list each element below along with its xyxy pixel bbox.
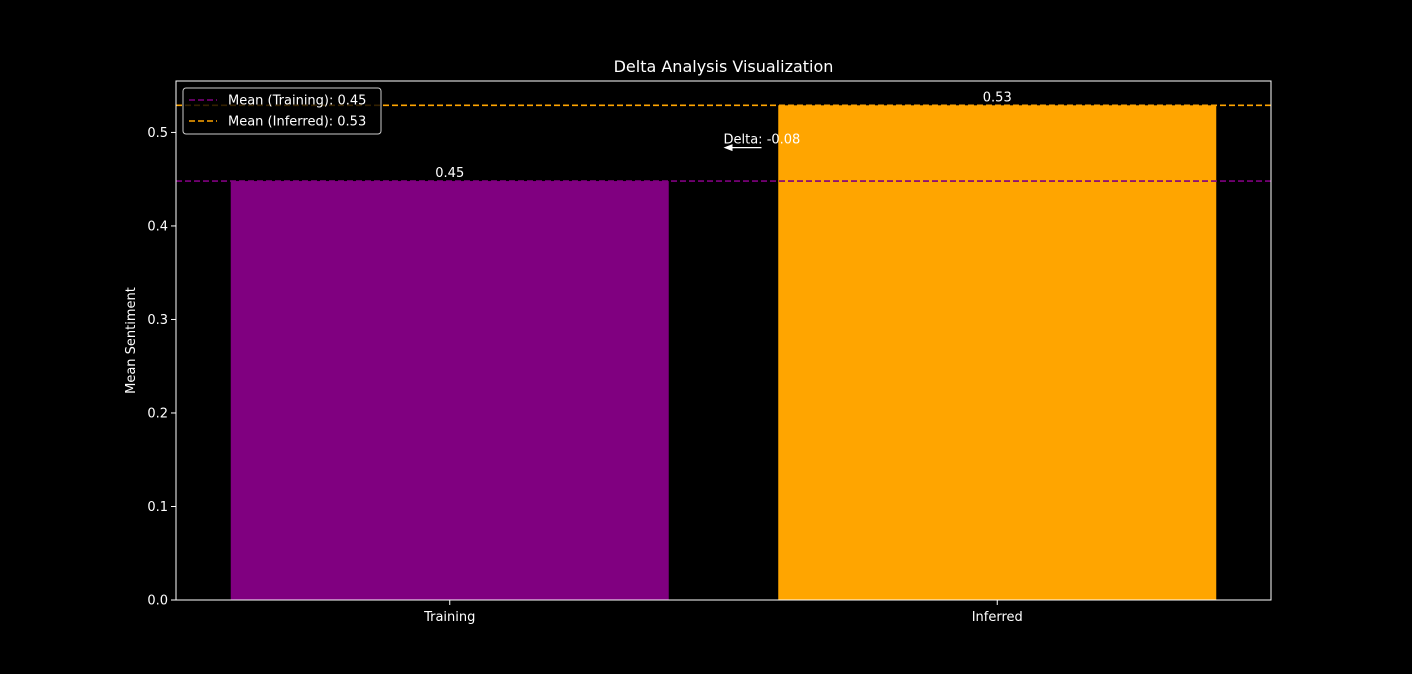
bar-label-training: 0.45 — [435, 166, 464, 181]
x-tick-label: Inferred — [972, 610, 1023, 625]
axes-frame — [175, 80, 1272, 601]
y-tick-label: 0.3 — [147, 313, 168, 328]
bar-inferred — [778, 105, 1217, 601]
legend-label-1: Mean (Inferred): 0.53 — [228, 115, 366, 130]
x-axis-ticks: Training Inferred — [423, 600, 1023, 625]
bars-group — [230, 105, 1217, 601]
legend: Mean (Training): 0.45 Mean (Inferred): 0.… — [182, 87, 382, 135]
bar-training — [230, 181, 669, 601]
y-tick-label: 0.2 — [147, 406, 168, 421]
delta-annotation-group: Delta: -0.08 — [723, 133, 801, 152]
y-tick-label: 0.0 — [147, 594, 168, 609]
delta-annotation-arrowhead — [723, 144, 733, 152]
bar-label-inferred: 0.53 — [983, 90, 1012, 105]
y-axis-ticks: 0.0 0.1 0.2 0.3 0.4 0.5 — [147, 126, 176, 609]
y-tick-label: 0.1 — [147, 500, 168, 515]
y-tick-label: 0.5 — [147, 126, 168, 141]
x-tick-label: Training — [423, 610, 475, 625]
legend-label-0: Mean (Training): 0.45 — [228, 94, 366, 109]
chart-title: Delta Analysis Visualization — [614, 57, 834, 76]
y-tick-label: 0.4 — [147, 219, 168, 234]
bar-labels-group: 0.45 0.53 — [435, 90, 1011, 181]
delta-annotation-text: Delta: -0.08 — [724, 133, 801, 148]
y-axis-label: Mean Sentiment — [124, 287, 139, 394]
legend-box — [182, 87, 382, 135]
